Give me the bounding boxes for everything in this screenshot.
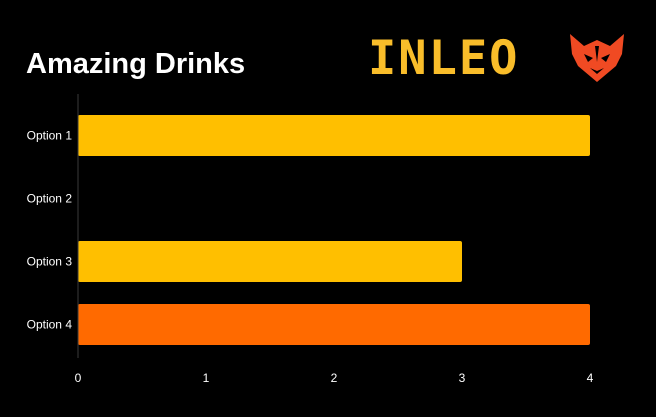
- x-tick-label: 4: [587, 371, 594, 385]
- chart-title: Amazing Drinks: [26, 48, 246, 80]
- x-tick-label: 1: [203, 371, 210, 385]
- bar-option-1: [78, 115, 590, 156]
- brand-wordmark: INLEO: [368, 31, 520, 86]
- x-tick-labels: 0 1 2 3 4: [75, 371, 594, 385]
- y-tick-labels: Option 1 Option 2 Option 3 Option 4: [27, 129, 73, 332]
- lion-head-icon: [570, 34, 624, 82]
- x-tick-label: 2: [331, 371, 338, 385]
- bar-option-3: [78, 241, 462, 282]
- x-tick-label: 3: [459, 371, 466, 385]
- y-tick-label: Option 1: [27, 129, 73, 143]
- y-tick-label: Option 3: [27, 255, 73, 269]
- x-tick-label: 0: [75, 371, 82, 385]
- brand-logo-block: INLEO: [368, 30, 630, 88]
- bar-option-4: [78, 304, 590, 345]
- y-tick-label: Option 2: [27, 192, 73, 206]
- bars-layer: [78, 115, 590, 345]
- y-tick-label: Option 4: [27, 318, 73, 332]
